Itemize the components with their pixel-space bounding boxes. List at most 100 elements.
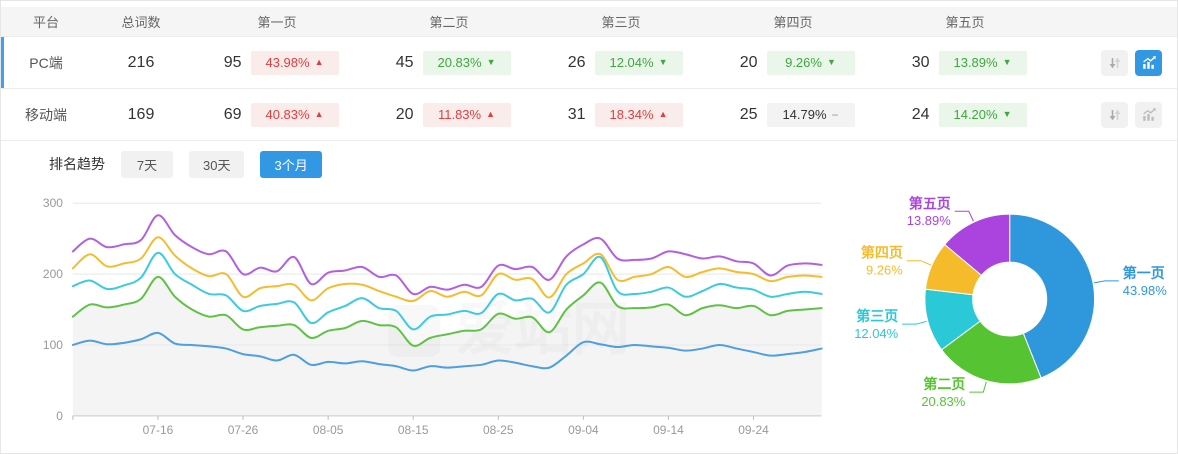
slice-label-name: 第五页 <box>908 195 950 211</box>
percent-value: 20.83% <box>437 55 482 70</box>
x-axis-label: 09-14 <box>653 423 684 437</box>
percent-value: 14.79% <box>782 107 827 122</box>
total-keywords: 216 <box>127 53 155 71</box>
series-line-第二页 <box>71 275 823 347</box>
percent-value: 11.83% <box>437 107 482 122</box>
x-axis-label: 09-04 <box>568 423 599 437</box>
page-share-donut-chart: 第一页 43.98% 第二页 20.83% 第三页 12.04% 第四页 9.26% 第五页 13… <box>854 195 1167 409</box>
slice-label-name: 第一页 <box>1122 265 1164 281</box>
page-count: 26 <box>567 53 586 71</box>
percent-badge: 14.20% ▼ <box>938 102 1027 127</box>
x-axis-label: 09-24 <box>738 423 769 437</box>
total-keywords: 169 <box>127 105 155 123</box>
range-tab-30天[interactable]: 30天 <box>189 150 245 178</box>
up-triangle-icon: ▲ <box>658 109 668 119</box>
slice-label-percent: 13.89% <box>906 213 950 228</box>
up-triangle-icon: ▲ <box>314 57 324 67</box>
page-count: 30 <box>911 53 930 71</box>
trend-chart-icon <box>1142 55 1156 69</box>
column-header-4: 第二页 <box>429 15 469 30</box>
label-leader-line <box>1093 280 1119 284</box>
y-axis-label: 200 <box>43 267 63 281</box>
percent-badge: 12.04% ▼ <box>594 50 683 75</box>
series-line-第三页 <box>71 251 823 331</box>
up-triangle-icon: ▲ <box>314 109 324 119</box>
charts-row: 0 100 200 300 07-16 07-26 08-05 08-15 08-25 09-04… <box>1 187 1177 453</box>
sort-button[interactable] <box>1101 101 1128 128</box>
page-4-cell: 25 14.79% − <box>707 102 879 127</box>
page-4-cell: 20 9.26% ▼ <box>707 50 879 75</box>
donut-slice-第五页[interactable] <box>943 213 1010 276</box>
percent-value: 14.20% <box>953 107 998 122</box>
sort-icon <box>1109 109 1120 120</box>
y-axis-label: 300 <box>43 196 63 210</box>
page-3-cell: 26 12.04% ▼ <box>535 50 707 75</box>
column-header-1: 平台 <box>32 15 59 30</box>
table-body: PC端 216 95 43.98% ▲ 45 20.83% ▼ 26 12.04% ▼ 20 9.26%… <box>1 37 1177 141</box>
percent-badge: 11.83% ▲ <box>422 102 511 127</box>
table-row-PC端[interactable]: PC端 216 95 43.98% ▲ 45 20.83% ▼ 26 12.04% ▼ 20 9.26%… <box>1 37 1177 89</box>
watermark: 爱站网 <box>388 298 630 362</box>
page-2-cell: 45 20.83% ▼ <box>363 50 535 75</box>
label-leader-line <box>954 210 974 222</box>
trend-section-label: 排名趋势 <box>49 156 105 172</box>
range-tab-7天[interactable]: 7天 <box>121 150 173 178</box>
page-5-cell: 30 13.89% ▼ <box>879 50 1051 75</box>
page-count: 20 <box>395 105 414 123</box>
percent-badge: 14.79% − <box>766 102 855 127</box>
column-header-7: 第五页 <box>945 15 985 30</box>
up-triangle-icon: ▲ <box>486 109 496 119</box>
percent-badge: 40.83% ▲ <box>250 102 339 127</box>
series-line-第四页 <box>71 236 823 303</box>
percent-value: 13.89% <box>953 55 998 70</box>
column-header-3: 第一页 <box>257 15 297 30</box>
percent-value: 12.04% <box>609 55 654 70</box>
slice-label-percent: 20.83% <box>921 394 965 409</box>
percent-badge: 13.89% ▼ <box>938 50 1027 75</box>
table-row-移动端[interactable]: 移动端 169 69 40.83% ▲ 20 11.83% ▲ 31 18.34% ▲ 25 14.79… <box>1 89 1177 141</box>
x-axis-label: 07-26 <box>228 423 259 437</box>
platform-name: PC端 <box>29 54 63 71</box>
percent-value: 9.26% <box>785 55 822 70</box>
selected-row-indicator <box>1 37 4 88</box>
trend-chart-icon <box>1142 107 1156 121</box>
percent-value: 40.83% <box>265 107 310 122</box>
slice-label-name: 第四页 <box>860 245 902 261</box>
page-1-cell: 95 43.98% ▲ <box>191 50 363 75</box>
donut-slice-第一页[interactable] <box>1008 213 1095 379</box>
down-triangle-icon: ▼ <box>826 57 836 67</box>
down-triangle-icon: ▼ <box>486 57 496 67</box>
column-header-5: 第三页 <box>601 15 641 30</box>
show-trend-chart-button[interactable] <box>1135 49 1162 76</box>
series-line-第五页 <box>71 214 823 296</box>
down-triangle-icon: ▼ <box>1002 57 1012 67</box>
slice-label-percent: 43.98% <box>1122 283 1166 298</box>
page-2-cell: 20 11.83% ▲ <box>363 102 535 127</box>
sort-button[interactable] <box>1101 49 1128 76</box>
percent-badge: 43.98% ▲ <box>250 50 339 75</box>
slice-label-percent: 12.04% <box>854 326 898 341</box>
x-axis-label: 07-16 <box>143 423 174 437</box>
percent-value: 18.34% <box>609 107 654 122</box>
slice-label-percent: 9.26% <box>866 263 903 278</box>
down-triangle-icon: ▼ <box>658 57 668 67</box>
page-1-cell: 69 40.83% ▲ <box>191 102 363 127</box>
page-3-cell: 31 18.34% ▲ <box>535 102 707 127</box>
page-count: 24 <box>911 105 930 123</box>
sort-icon <box>1109 57 1120 68</box>
show-trend-chart-button[interactable] <box>1135 101 1162 128</box>
x-axis-label: 08-25 <box>483 423 514 437</box>
rank-trend-line-chart: 0 100 200 300 07-16 07-26 08-05 08-15 08-25 09-04… <box>43 196 823 437</box>
percent-value: 43.98% <box>265 55 310 70</box>
down-triangle-icon: ▼ <box>1002 109 1012 119</box>
range-tab-3个月[interactable]: 3个月 <box>260 150 322 178</box>
percent-badge: 9.26% ▼ <box>766 50 855 75</box>
donut-slice-第二页[interactable] <box>940 320 1042 385</box>
series-line-第一页 <box>71 331 823 372</box>
page-count: 45 <box>395 53 414 71</box>
slice-label-name: 第三页 <box>856 308 898 324</box>
column-header-6: 第四页 <box>773 15 813 30</box>
platform-name: 移动端 <box>25 106 67 123</box>
x-axis-label: 08-05 <box>313 423 344 437</box>
